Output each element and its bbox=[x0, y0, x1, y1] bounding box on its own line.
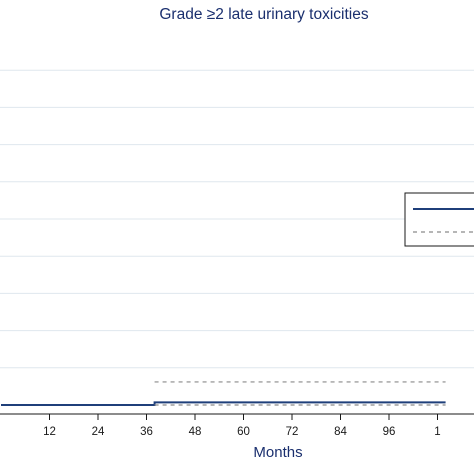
series-group bbox=[1, 381, 446, 406]
x-tick-label-3: 36 bbox=[140, 426, 153, 438]
series-line-1 bbox=[1, 401, 446, 406]
x-tick-label-6: 72 bbox=[286, 426, 299, 438]
legend bbox=[404, 192, 474, 247]
x-tick-label-5: 60 bbox=[237, 426, 250, 438]
gridlines bbox=[0, 69, 474, 369]
legend-box bbox=[404, 192, 474, 247]
x-axis-title: Months bbox=[253, 444, 302, 461]
x-tick-label-8: 96 bbox=[383, 426, 396, 438]
x-tick-label-1: 12 bbox=[43, 426, 56, 438]
x-tick-label-2: 24 bbox=[92, 426, 105, 438]
x-ticks: 12 24 36 48 60 72 84 96 1 bbox=[43, 414, 441, 438]
x-tick-label-7: 84 bbox=[334, 426, 347, 438]
chart-title: Grade ≥2 late urinary toxicities bbox=[159, 6, 368, 23]
x-tick-label-9: 1 bbox=[434, 426, 440, 438]
x-tick-label-4: 48 bbox=[189, 426, 202, 438]
